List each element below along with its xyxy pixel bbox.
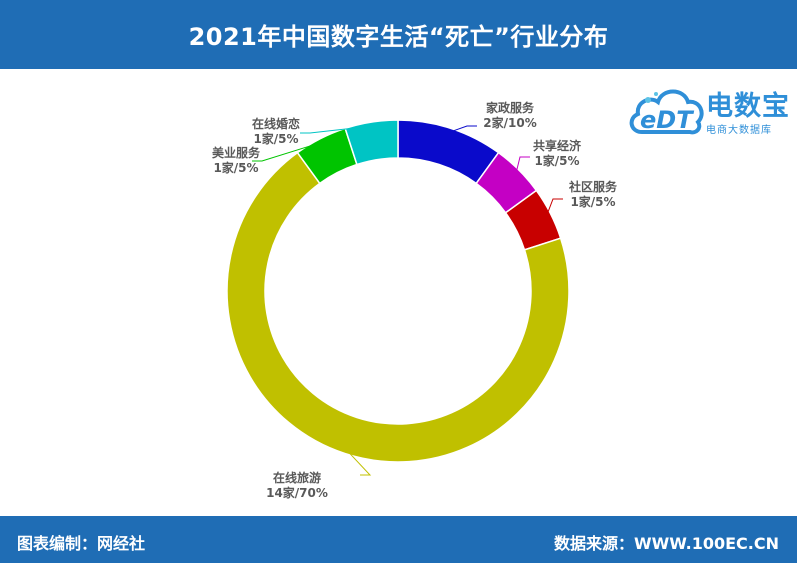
- slice-name-label-4: 美业服务: [212, 145, 261, 160]
- edt-logo: eDT 电数宝 电商大数据库: [626, 78, 791, 140]
- slice-value-label-0: 2家/10%: [483, 115, 536, 130]
- slice-name-label-3: 在线旅游: [273, 470, 321, 485]
- chart-title: 2021年中国数字生活“死亡”行业分布: [188, 23, 609, 51]
- slice-value-label-2: 1家/5%: [570, 194, 615, 209]
- logo-mark: eDT: [640, 106, 694, 134]
- logo-subtitle: 电商大数据库: [706, 125, 772, 136]
- slice-value-label-1: 1家/5%: [534, 153, 579, 168]
- slice-labels: 家政服务2家/10%共享经济1家/5%社区服务1家/5%在线旅游14家/70%美…: [212, 100, 618, 500]
- chart-header: 2021年中国数字生活“死亡”行业分布: [0, 0, 797, 69]
- slice-name-label-5: 在线婚恋: [252, 116, 300, 131]
- slice-value-label-5: 1家/5%: [253, 131, 298, 146]
- slice-3: [226, 151, 570, 463]
- footer-credit: 图表编制：网经社: [17, 534, 146, 553]
- leader-line-1: [515, 156, 530, 174]
- donut-slices: [226, 119, 570, 463]
- leader-line-0: [449, 125, 477, 133]
- leader-line-3: [346, 449, 372, 476]
- leader-line-5: [300, 125, 372, 134]
- leader-line-4: [252, 141, 323, 162]
- slice-name-label-0: 家政服务: [486, 100, 535, 115]
- cloud-logo-icon: eDT: [629, 89, 704, 135]
- leader-line-2: [546, 198, 563, 216]
- footer-source: 数据来源：WWW.100EC.CN: [553, 534, 779, 553]
- slice-value-label-4: 1家/5%: [213, 160, 258, 175]
- chart-footer: 图表编制：网经社 数据来源：WWW.100EC.CN: [0, 516, 797, 563]
- donut-chart: 家政服务2家/10%共享经济1家/5%社区服务1家/5%在线旅游14家/70%美…: [212, 100, 618, 500]
- slice-5: [344, 119, 399, 166]
- slice-value-label-3: 14家/70%: [266, 485, 328, 500]
- slice-name-label-2: 社区服务: [568, 179, 618, 194]
- logo-name: 电数宝: [706, 91, 790, 122]
- label-leader-lines: [252, 125, 563, 476]
- slice-name-label-1: 共享经济: [533, 138, 582, 153]
